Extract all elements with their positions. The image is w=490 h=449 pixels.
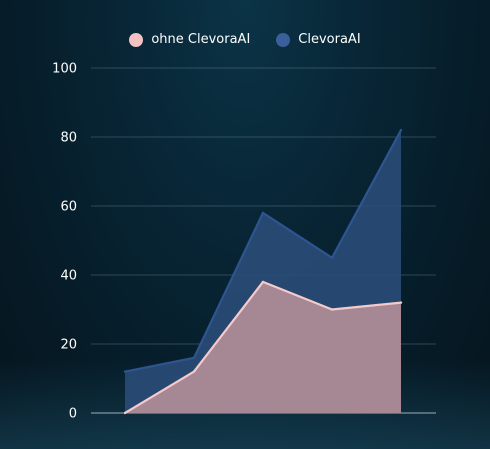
legend-swatch-clevoraai bbox=[276, 32, 291, 47]
area-ohne-clevoraai bbox=[125, 281, 401, 413]
y-tick-label-0: 0 bbox=[69, 407, 77, 422]
legend-item-ohne-clevoraai[interactable]: ohne ClevoraAI bbox=[129, 32, 250, 47]
y-tick-label-40: 40 bbox=[60, 269, 77, 284]
point-ohne-clevoraai-3 bbox=[261, 280, 265, 284]
point-clevoraai-4 bbox=[330, 256, 334, 259]
y-tick-label-80: 80 bbox=[60, 131, 77, 146]
point-ohne-clevoraai-5 bbox=[399, 301, 403, 304]
chart-legend: ohne ClevoraAI ClevoraAI bbox=[0, 32, 490, 47]
point-clevoraai-1 bbox=[123, 370, 127, 373]
y-tick-label-60: 60 bbox=[60, 200, 77, 215]
point-ohne-clevoraai-1 bbox=[123, 411, 127, 415]
y-tick-label-20: 20 bbox=[60, 338, 77, 353]
legend-label-clevoraai: ClevoraAI bbox=[298, 32, 361, 47]
legend-swatch-ohne-clevoraai bbox=[129, 32, 144, 47]
point-ohne-clevoraai-2 bbox=[192, 370, 196, 373]
point-clevoraai-2 bbox=[192, 356, 196, 359]
point-clevoraai-5 bbox=[399, 128, 403, 132]
point-clevoraai-3 bbox=[261, 211, 265, 215]
y-tick-label-100: 100 bbox=[52, 62, 77, 77]
legend-label-ohne-clevoraai: ohne ClevoraAI bbox=[151, 32, 251, 47]
legend-item-clevoraai[interactable]: ClevoraAI bbox=[276, 32, 361, 47]
point-ohne-clevoraai-4 bbox=[330, 308, 334, 311]
